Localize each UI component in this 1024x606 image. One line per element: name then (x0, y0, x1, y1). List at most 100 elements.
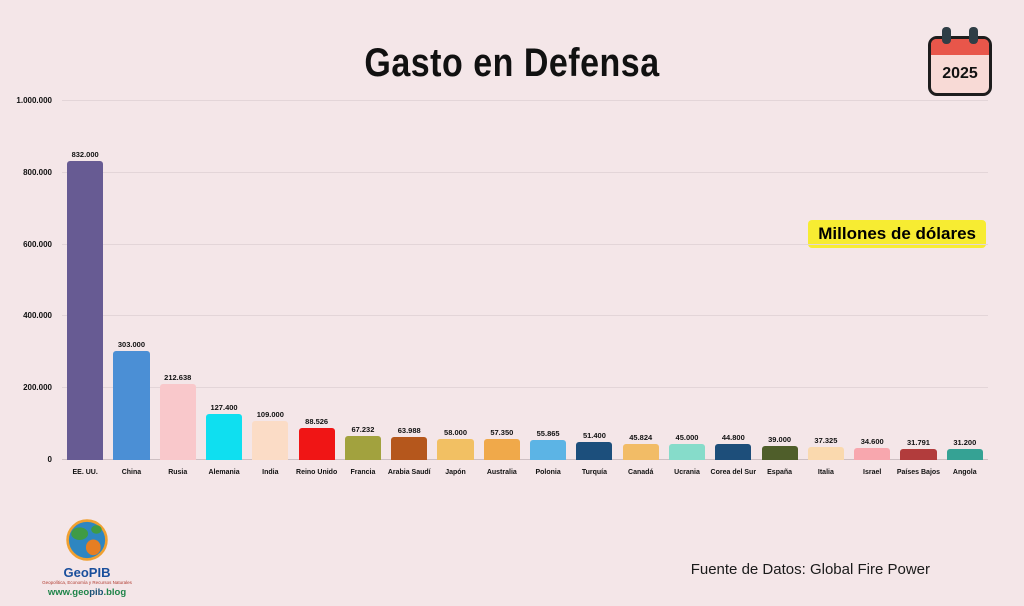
bar (344, 435, 381, 460)
bar-category-label: Corea del Sur (710, 469, 757, 476)
bar-group: 55.865 Polonia (525, 101, 571, 476)
bar-category-label: India (262, 469, 279, 476)
bar (761, 446, 798, 460)
logo-url-mid: pib (89, 587, 104, 598)
logo-name: GeoPIB (63, 564, 111, 580)
bar-category-label: Ucrania (674, 469, 700, 476)
bar-group: 109.000 India (247, 101, 293, 476)
calendar-ring-icon (969, 27, 978, 44)
bar (530, 439, 567, 460)
y-axis-tick-label: 400.000 (23, 311, 52, 321)
bar-category-label: Canadá (628, 469, 654, 476)
bar-category-label: Rusia (168, 469, 188, 476)
bar-category-label: Polonia (535, 469, 561, 476)
bar-value-label: 109.000 (256, 409, 284, 419)
bar-value-label: 303.000 (117, 340, 145, 350)
bar (67, 161, 104, 460)
y-axis-tick-label: 600.000 (23, 239, 52, 249)
bar-value-label: 37.325 (814, 435, 838, 445)
source-text: Fuente de Datos: Global Fire Power (690, 561, 930, 578)
gridline (62, 387, 988, 389)
calendar-header (931, 39, 989, 55)
bar-group: 88.526 Reino Unido (293, 101, 339, 476)
gridline (62, 243, 988, 245)
bar-value-label: 88.526 (305, 417, 329, 427)
bar-category-label: España (767, 469, 793, 476)
y-axis-tick-label: 1.000.000 (16, 96, 52, 105)
logo-tagline: Geopolítica, Economía y Recursos Natural… (42, 580, 132, 586)
bar-category-label: China (121, 469, 142, 476)
bar-category-label: Italia (817, 469, 834, 476)
year-label: 2025 (942, 65, 978, 82)
bar-value-label: 63.988 (397, 426, 421, 435)
chart-title-text: Gasto en Defensa (364, 40, 660, 86)
bar-group: 303.000 China (108, 101, 154, 476)
bar (622, 443, 659, 460)
bar-value-label: 44.800 (721, 432, 745, 442)
bar (807, 446, 844, 460)
gridline (62, 459, 988, 460)
gridline (62, 100, 988, 101)
bar-group: 212.638 Rusia (155, 101, 201, 476)
bar-group: 57.350 Australia (479, 101, 525, 476)
bar-group: 39.000 España (756, 101, 802, 476)
logo-url: www.geopib.blog (42, 587, 132, 598)
y-axis-tick-label: 800.000 (23, 167, 52, 177)
y-axis-tick-label: 200.000 (23, 383, 52, 393)
bar-value-label: 51.400 (582, 430, 606, 440)
calendar-ring-icon (942, 27, 951, 44)
bar-category-label: Países Bajos (896, 469, 941, 476)
bar-value-label: 57.350 (490, 428, 514, 438)
bar-group: 34.600 Israel (849, 101, 895, 476)
gridline (62, 171, 988, 173)
bars-container: 832.000 EE. UU. 303.000 China 212.638 Rusia 12… (62, 101, 988, 476)
bar-category-label: Arabia Saudí (387, 469, 431, 476)
bar-value-label: 58.000 (444, 428, 467, 438)
bar-category-label: Reino Unido (296, 469, 338, 476)
bar-category-label: Angola (952, 469, 977, 476)
bar (205, 414, 243, 460)
logo-url-prefix: www.geo (47, 587, 90, 598)
bar-group: 37.325 Italia (803, 101, 849, 476)
bar (159, 383, 196, 460)
logo-url-suffix: .blog (103, 587, 127, 598)
gridline (62, 315, 988, 317)
bar (113, 351, 150, 460)
bar-category-label: Japón (445, 469, 466, 476)
bar (715, 443, 752, 460)
bar (946, 448, 983, 460)
bar (483, 439, 520, 460)
bar-group: 58.000 Japón (432, 101, 478, 476)
bar (668, 443, 706, 460)
bar (437, 439, 474, 460)
bar-value-label: 45.824 (629, 432, 653, 442)
bar-group: 45.000 Ucrania (664, 101, 710, 476)
calendar-icon: 2025 (928, 27, 992, 96)
bar-group: 44.800 Corea del Sur (710, 101, 757, 476)
bar-category-label: Francia (350, 469, 376, 476)
bar-group: 45.824 Canadá (618, 101, 664, 476)
bar-group: 31.200 Angola (942, 101, 988, 476)
bar (900, 448, 937, 460)
bar-group: 63.988 Arabia Saudí (386, 101, 432, 476)
bar-value-label: 127.400 (210, 403, 238, 413)
bar-value-label: 34.600 (860, 436, 884, 446)
globe-icon (66, 519, 108, 565)
bar-chart: 832.000 EE. UU. 303.000 China 212.638 Rusia 12… (62, 100, 988, 476)
chart-title: Gasto en Defensa (0, 40, 1024, 85)
bar (298, 428, 335, 460)
bar-category-label: Alemania (208, 469, 240, 476)
bar-value-label: 67.232 (351, 424, 375, 434)
y-axis-tick-label: 0 (47, 455, 52, 464)
bar (391, 437, 428, 460)
calendar-body: 2025 (931, 55, 989, 93)
bar-group: 31.791 Países Bajos (895, 101, 941, 476)
y-axis: 0 200.000 400.000 600.000 800.000 1.000.000 (0, 96, 56, 464)
bar-value-label: 832.000 (71, 150, 99, 160)
bar-category-label: Israel (863, 469, 882, 476)
unit-badge: Millones de dólares (808, 220, 986, 248)
bar-value-label: 31.200 (953, 437, 977, 447)
bar-group: 51.400 Turquía (571, 101, 617, 476)
bar-value-label: 55.865 (536, 428, 560, 438)
bar-category-label: Turquía (581, 469, 607, 476)
